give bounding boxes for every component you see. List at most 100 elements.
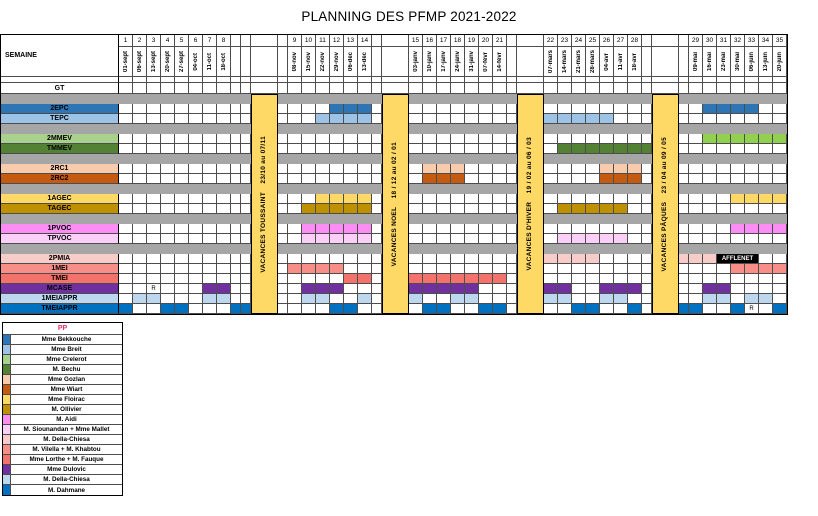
gap-cell[interactable]	[231, 164, 241, 174]
gap-cell[interactable]	[241, 284, 251, 294]
week-cell[interactable]	[731, 304, 745, 314]
week-cell[interactable]	[600, 274, 614, 284]
week-cell[interactable]	[586, 224, 600, 234]
week-cell[interactable]	[288, 144, 302, 154]
gap-cell[interactable]	[278, 234, 288, 244]
gap-cell[interactable]	[679, 174, 689, 184]
week-cell[interactable]	[119, 254, 133, 264]
week-cell[interactable]	[161, 294, 175, 304]
gap-cell[interactable]	[278, 164, 288, 174]
week-cell[interactable]	[147, 224, 161, 234]
week-cell[interactable]	[437, 224, 451, 234]
week-cell[interactable]	[558, 284, 572, 294]
week-cell[interactable]	[217, 104, 231, 114]
week-cell[interactable]	[161, 274, 175, 284]
gap-cell[interactable]	[507, 174, 517, 184]
week-cell[interactable]	[703, 194, 717, 204]
week-cell[interactable]	[479, 224, 493, 234]
week-cell[interactable]	[465, 104, 479, 114]
week-cell[interactable]	[330, 134, 344, 144]
week-cell[interactable]	[316, 134, 330, 144]
week-cell[interactable]	[358, 174, 372, 184]
week-cell[interactable]	[558, 234, 572, 244]
week-cell[interactable]	[437, 164, 451, 174]
week-cell[interactable]	[119, 104, 133, 114]
gt-row-cell[interactable]	[517, 83, 544, 94]
week-cell[interactable]	[161, 264, 175, 274]
gap-cell[interactable]	[231, 224, 241, 234]
week-cell[interactable]	[773, 134, 787, 144]
week-cell[interactable]	[330, 294, 344, 304]
gap-cell[interactable]	[278, 134, 288, 144]
week-cell[interactable]	[302, 234, 316, 244]
week-cell[interactable]	[614, 134, 628, 144]
week-cell[interactable]	[614, 304, 628, 314]
week-cell[interactable]	[161, 304, 175, 314]
gap-cell[interactable]	[231, 134, 241, 144]
week-cell[interactable]	[479, 204, 493, 214]
week-cell[interactable]	[703, 204, 717, 214]
week-cell[interactable]	[544, 144, 558, 154]
week-cell[interactable]	[465, 284, 479, 294]
week-cell[interactable]	[330, 114, 344, 124]
week-cell[interactable]	[344, 204, 358, 214]
week-cell[interactable]	[600, 174, 614, 184]
week-cell[interactable]	[773, 204, 787, 214]
week-cell[interactable]	[119, 294, 133, 304]
week-cell[interactable]	[479, 274, 493, 284]
gap-cell[interactable]	[231, 104, 241, 114]
week-cell[interactable]	[189, 204, 203, 214]
week-cell[interactable]	[288, 264, 302, 274]
gt-row-cell[interactable]	[614, 83, 628, 94]
week-cell[interactable]	[544, 254, 558, 264]
week-cell[interactable]	[217, 144, 231, 154]
gap-cell[interactable]	[642, 274, 652, 284]
gt-row-cell[interactable]	[203, 83, 217, 94]
week-cell[interactable]	[133, 304, 147, 314]
week-cell[interactable]	[203, 224, 217, 234]
week-cell[interactable]	[437, 284, 451, 294]
week-cell[interactable]	[572, 264, 586, 274]
row-label[interactable]: 1MEI	[1, 264, 119, 274]
week-cell[interactable]	[479, 134, 493, 144]
week-cell[interactable]	[437, 114, 451, 124]
week-cell[interactable]	[302, 274, 316, 284]
gt-row-cell[interactable]	[544, 83, 558, 94]
week-cell[interactable]	[614, 234, 628, 244]
week-cell[interactable]	[628, 144, 642, 154]
week-cell[interactable]	[493, 264, 507, 274]
week-cell[interactable]	[544, 224, 558, 234]
week-cell[interactable]	[717, 194, 731, 204]
week-cell[interactable]	[288, 224, 302, 234]
row-label[interactable]: TEPC	[1, 114, 119, 124]
week-cell[interactable]	[689, 234, 703, 244]
week-cell[interactable]	[133, 224, 147, 234]
week-cell[interactable]	[773, 194, 787, 204]
week-cell[interactable]	[344, 254, 358, 264]
week-cell[interactable]	[316, 284, 330, 294]
row-label[interactable]: TMMEV	[1, 144, 119, 154]
week-cell[interactable]	[451, 294, 465, 304]
week-cell[interactable]	[133, 294, 147, 304]
week-cell[interactable]	[451, 224, 465, 234]
week-cell[interactable]	[288, 274, 302, 284]
week-cell[interactable]	[465, 304, 479, 314]
week-cell[interactable]	[344, 234, 358, 244]
week-cell[interactable]	[689, 134, 703, 144]
gap-cell[interactable]	[642, 304, 652, 314]
week-cell[interactable]	[717, 264, 731, 274]
gap-cell[interactable]	[278, 204, 288, 214]
row-label[interactable]: TPVOC	[1, 234, 119, 244]
week-cell[interactable]	[189, 174, 203, 184]
gap-cell[interactable]	[241, 304, 251, 314]
gap-cell[interactable]	[507, 114, 517, 124]
week-cell[interactable]	[451, 254, 465, 264]
gt-row-cell[interactable]	[437, 83, 451, 94]
week-cell[interactable]	[288, 294, 302, 304]
week-cell[interactable]	[572, 204, 586, 214]
week-cell[interactable]	[600, 164, 614, 174]
gap-cell[interactable]	[372, 194, 382, 204]
week-cell[interactable]	[451, 204, 465, 214]
week-cell[interactable]	[586, 174, 600, 184]
week-cell[interactable]	[147, 144, 161, 154]
